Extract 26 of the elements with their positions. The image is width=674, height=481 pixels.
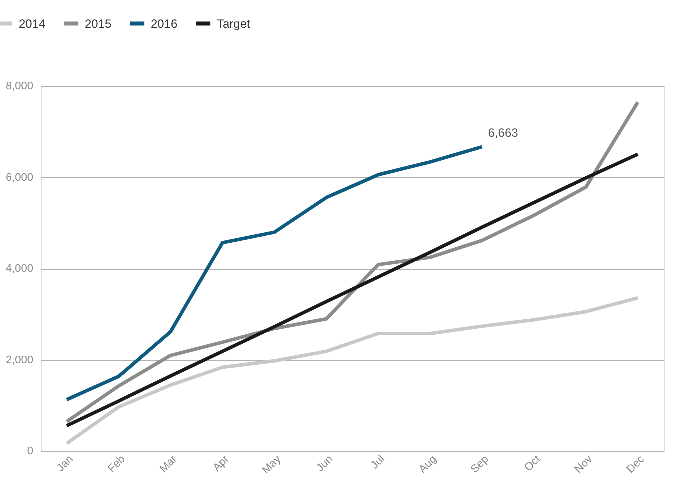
x-tick-label: Sep (468, 454, 492, 476)
x-tick-label: Aug (417, 454, 440, 476)
x-tick-label: Mar (158, 453, 180, 476)
legend-label: 2016 (151, 16, 178, 31)
y-tick-label: 6,000 (6, 172, 34, 184)
x-tick-label: Dec (624, 453, 648, 476)
line-series (65, 145, 484, 402)
x-tick-label: May (260, 453, 284, 477)
x-tick-label: Apr (211, 453, 232, 474)
y-tick-label: 0 (27, 446, 34, 458)
line-series (65, 100, 640, 424)
legend-label: 2015 (85, 16, 112, 31)
x-tick-label: Nov (572, 453, 596, 476)
legend-label: 2014 (19, 16, 46, 31)
y-tick-label: 2,000 (6, 354, 34, 366)
x-tick-label: Oct (522, 454, 544, 474)
line-series (65, 152, 640, 428)
x-tick-label: Feb (106, 454, 128, 476)
line-series (65, 296, 640, 446)
x-tick-label: Jul (369, 454, 388, 472)
y-tick-label: 8,000 (6, 80, 34, 92)
x-tick-label: Jan (54, 454, 76, 475)
y-tick-label: 4,000 (6, 263, 34, 275)
legend-label: Target (217, 16, 252, 31)
annotation: 6,663 (488, 126, 519, 140)
x-tick-label: Jun (314, 454, 336, 475)
